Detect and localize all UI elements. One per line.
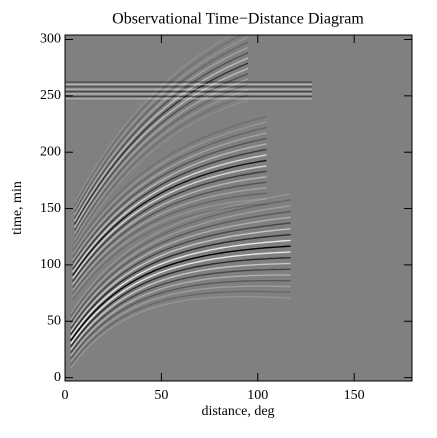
ridge-stripe [72,165,267,279]
ridge-stripe [70,262,291,351]
ridge-stripe [70,193,291,314]
ridge-stripe [72,154,267,273]
ridge-stripe [70,222,291,329]
ridge-stripe [70,251,291,345]
y-tick-label: 300 [40,32,61,47]
ridge-stripe [70,233,291,335]
ridge-stripe [73,67,249,228]
ridge-stripe [73,41,249,213]
ridge-stripe [72,121,267,255]
ridge-stripe [72,148,267,270]
x-tick-label: 100 [247,388,268,403]
ridge-stripe [70,239,291,339]
ridge-stripe [72,126,267,258]
ridge-stripe [70,280,291,360]
ridge-stripe [70,245,291,342]
ridge-stripe [72,187,267,292]
ridge-stripe [73,52,249,219]
ridge-stripe [72,132,267,261]
x-tick-label: 50 [154,388,168,403]
ridge-stripe [73,46,249,216]
x-tick-label: 150 [344,388,365,403]
ridge-stripe [73,78,249,234]
ridge-stripe [72,159,267,276]
y-tick-label: 50 [47,313,61,328]
ridge-stripe [70,204,291,320]
ridge-stripe [73,88,249,240]
y-tick-label: 200 [40,144,61,159]
ridge-stripe [74,99,249,247]
ridge-stripe [70,216,291,326]
ridge-stripe [73,35,234,204]
plot-background [65,35,412,381]
ridge-stripe [73,73,249,231]
ridge-stripe [70,228,291,332]
ridge-stripe [70,210,291,323]
ridge-stripe [72,181,267,289]
ridge-stripe [73,57,249,222]
ridge-stripe [72,192,267,295]
y-tick-label: 100 [40,257,61,272]
ridge-stripe [73,94,249,244]
ridge-stripe [72,198,267,298]
ridge-stripe [70,199,291,317]
ridge-stripe [70,268,291,354]
chart-title: Observational Time−Distance Diagram [112,11,364,28]
y-tick-label: 0 [54,370,61,385]
ridge-stripe [70,296,291,369]
ridge-stripe [70,290,291,366]
ridge-stripe [72,115,267,252]
y-tick-label: 250 [40,88,61,103]
ridge-stripe [73,35,244,207]
x-axis-label: distance, deg [201,404,274,419]
ridge-pattern [65,35,312,369]
ridge-stripe [72,137,267,264]
ridge-stripe [72,176,267,285]
y-axis-label: time, min [10,181,25,235]
ridge-stripe [72,143,267,267]
ridge-stripe [70,285,291,363]
x-tick-label: 0 [62,388,69,403]
ridge-stripe [70,257,291,348]
y-tick-label: 150 [40,201,61,216]
ridge-stripe [72,170,267,282]
ridge-stripe [73,83,249,237]
ridge-stripe [70,274,291,357]
plot-frame [64,34,413,382]
ridge-stripe [73,36,249,210]
ridge-stripe [73,62,249,225]
ridge-stripe [72,203,267,301]
